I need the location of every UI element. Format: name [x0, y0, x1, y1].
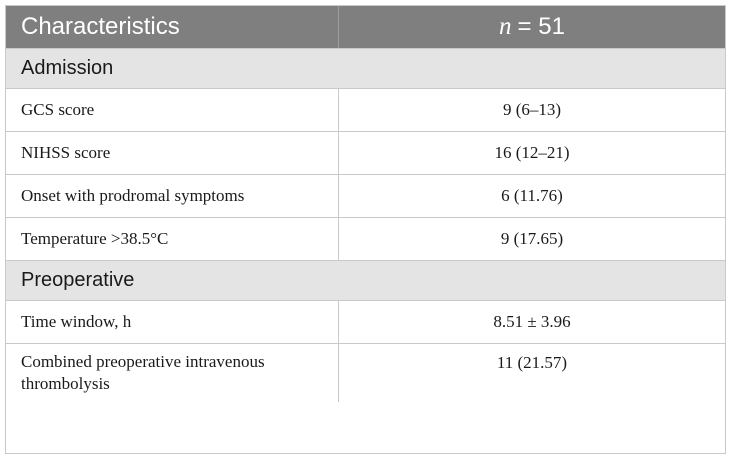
header-n-symbol: n [499, 13, 512, 40]
row-value: 6 (11.76) [501, 186, 563, 205]
row-value: 9 (6–13) [502, 100, 562, 119]
row-label: GCS score [6, 89, 339, 131]
table-row: GCS score 9 (6–13) [6, 89, 725, 132]
table-row: Time window, h 8.51 ± 3.96 [6, 301, 725, 344]
table-header-row: Characteristics n = 51 [6, 6, 725, 49]
row-label: NIHSS score [6, 132, 339, 174]
row-label: Combined preoperative intravenous thromb… [6, 344, 339, 402]
row-label: Onset with prodromal symptoms [6, 175, 339, 217]
header-characteristics: Characteristics [6, 6, 339, 48]
table-row: Onset with prodromal symptoms 6 (11.76) [6, 175, 725, 218]
section-row-admission: Admission [6, 49, 725, 89]
row-value: 11 (21.57) [496, 353, 568, 372]
table-row: Combined preoperative intravenous thromb… [6, 344, 725, 402]
section-title: Admission [21, 57, 114, 79]
row-value: 8.51 ± 3.96 [493, 312, 571, 331]
row-label: Temperature >38.5°C [6, 218, 339, 260]
section-title: Preoperative [21, 269, 135, 291]
row-label-text: Combined preoperative intravenous thromb… [21, 352, 265, 393]
row-value: 9 (17.65) [500, 229, 564, 248]
table-row: NIHSS score 16 (12–21) [6, 132, 725, 175]
header-n-value: = 51 [517, 13, 565, 40]
row-label: Time window, h [6, 301, 339, 343]
header-sample-size: n = 51 [339, 6, 725, 48]
characteristics-table: Characteristics n = 51 Admission GCS sco… [5, 5, 726, 454]
row-value: 16 (12–21) [494, 143, 570, 162]
section-row-preoperative: Preoperative [6, 261, 725, 301]
table-row: Temperature >38.5°C 9 (17.65) [6, 218, 725, 261]
